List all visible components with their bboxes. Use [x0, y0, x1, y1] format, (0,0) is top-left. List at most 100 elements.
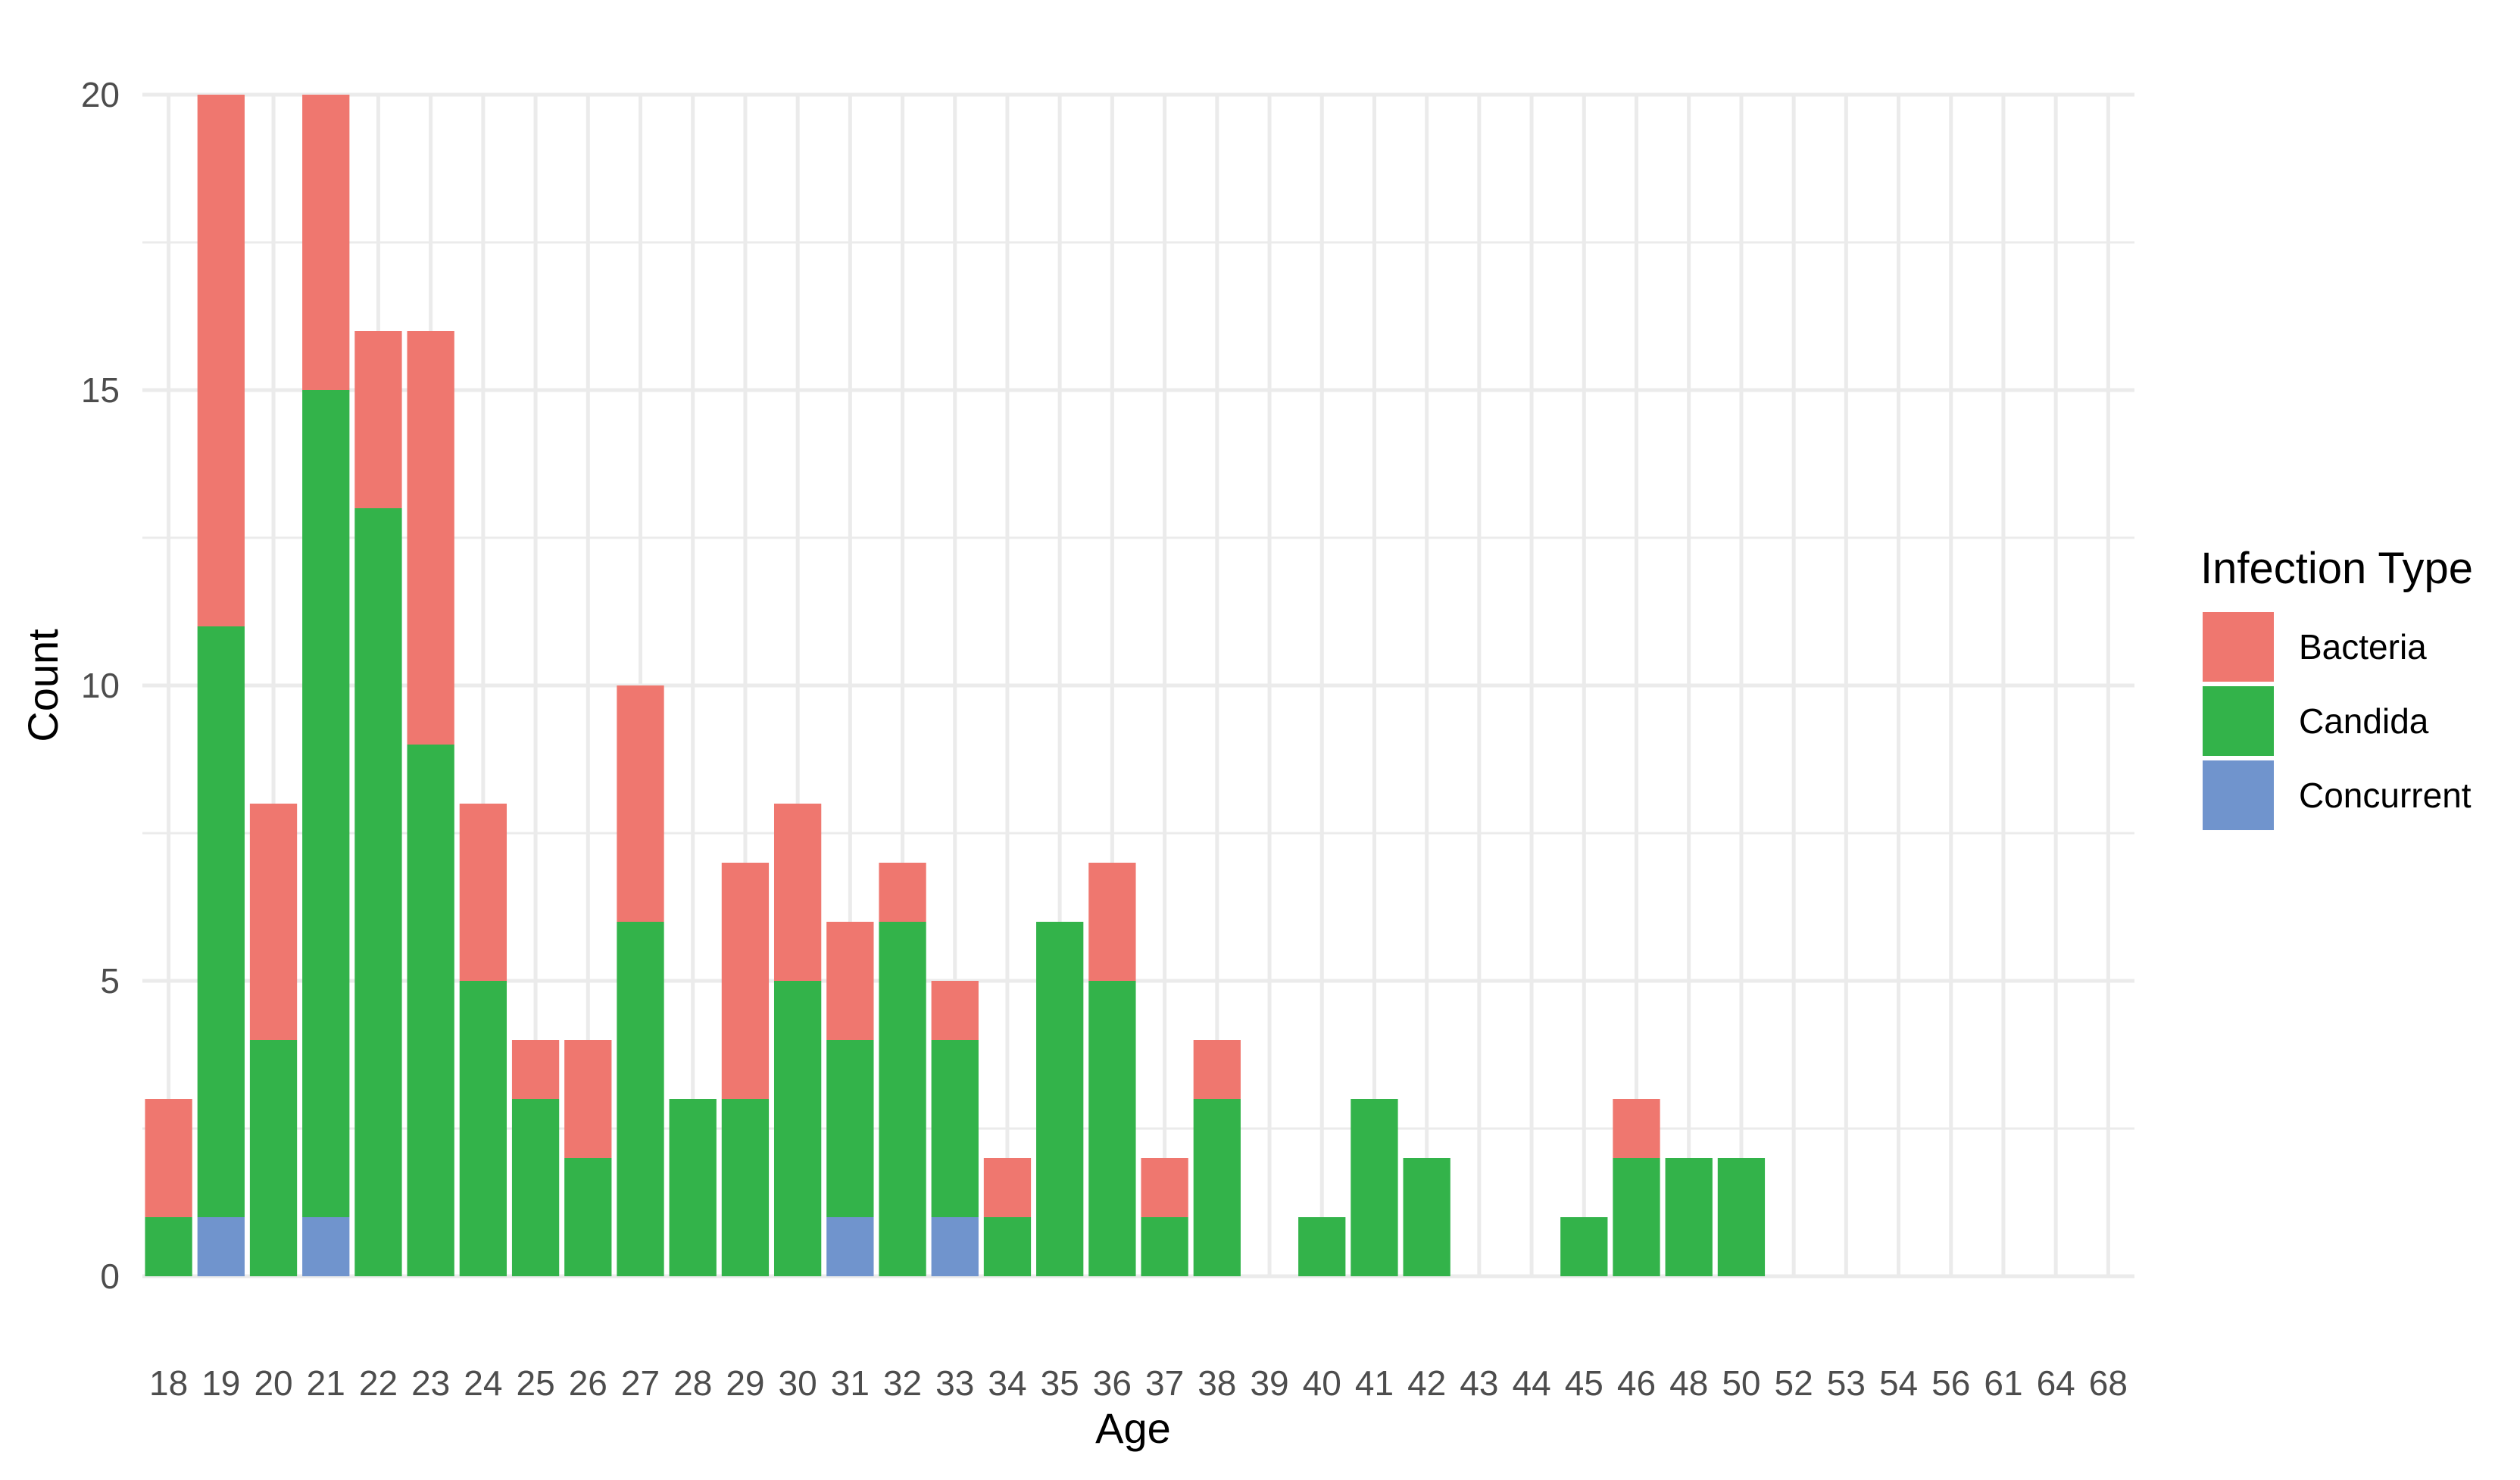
x-tick-label: 37: [1145, 1363, 1184, 1403]
bar-candida-19: [197, 626, 245, 1217]
x-tick-label: 30: [779, 1363, 817, 1403]
x-axis-title: Age: [1095, 1404, 1171, 1452]
y-tick-label: 20: [81, 75, 120, 114]
bar-candida-41: [1351, 1099, 1398, 1276]
bar-candida-38: [1193, 1099, 1241, 1276]
x-tick-label: 23: [411, 1363, 450, 1403]
legend-swatch-concurrent: [2203, 760, 2274, 830]
bar-bacteria-21: [302, 95, 350, 390]
bar-candida-46: [1613, 1158, 1660, 1276]
x-tick-label: 39: [1250, 1363, 1288, 1403]
bar-bacteria-29: [721, 863, 770, 1099]
x-tick-label: 19: [201, 1363, 240, 1403]
x-tick-label: 52: [1775, 1363, 1813, 1403]
bar-candida-30: [773, 981, 822, 1276]
x-tick-label: 68: [2089, 1363, 2128, 1403]
bar-candida-50: [1717, 1158, 1766, 1276]
bar-candida-26: [564, 1158, 612, 1276]
legend-swatch-candida: [2203, 686, 2274, 756]
bar-bacteria-22: [354, 331, 402, 508]
bar-bacteria-26: [564, 1040, 612, 1158]
x-tick-label: 40: [1303, 1363, 1341, 1403]
bar-candida-31: [826, 1040, 874, 1217]
bar-bacteria-33: [931, 981, 979, 1040]
bar-concurrent-33: [931, 1217, 979, 1276]
legend-label-bacteria: Bacteria: [2299, 627, 2427, 667]
bar-concurrent-31: [826, 1217, 874, 1276]
x-tick-labels: 18 19 20 21 22 23 24 25 26 27 28 29 30 31 32 33 34 35 36 37…: [149, 1363, 2128, 1403]
bar-bacteria-34: [983, 1158, 1032, 1217]
bar-candida-29: [721, 1099, 770, 1276]
bar-bacteria-31: [826, 922, 874, 1040]
x-tick-label: 45: [1565, 1363, 1603, 1403]
bar-bacteria-27: [617, 685, 664, 922]
x-tick-label: 44: [1512, 1363, 1550, 1403]
x-tick-label: 64: [2037, 1363, 2075, 1403]
bar-candida-25: [511, 1099, 560, 1276]
x-tick-label: 28: [673, 1363, 712, 1403]
bar-candida-22: [354, 508, 402, 1276]
x-tick-label: 42: [1407, 1363, 1446, 1403]
legend-title: Infection Type: [2200, 544, 2473, 593]
bar-candida-33: [931, 1040, 979, 1217]
bar-candida-32: [879, 922, 926, 1276]
bar-candida-20: [249, 1040, 298, 1276]
bar-candida-34: [983, 1217, 1032, 1276]
bar-bacteria-24: [459, 804, 507, 981]
bars: [145, 95, 1766, 1276]
bar-bacteria-36: [1088, 863, 1136, 981]
x-tick-label: 43: [1460, 1363, 1498, 1403]
x-tick-label: 35: [1041, 1363, 1079, 1403]
bar-candida-48: [1665, 1158, 1713, 1276]
bar-candida-18: [145, 1217, 192, 1276]
bar-bacteria-38: [1193, 1040, 1241, 1099]
x-tick-label: 18: [149, 1363, 188, 1403]
y-axis-title: Count: [19, 629, 67, 742]
x-tick-label: 33: [935, 1363, 974, 1403]
x-tick-label: 61: [1984, 1363, 2022, 1403]
x-tick-label: 36: [1093, 1363, 1132, 1403]
x-tick-label: 24: [464, 1363, 502, 1403]
x-tick-label: 46: [1617, 1363, 1656, 1403]
bar-candida-42: [1403, 1158, 1450, 1276]
x-tick-label: 38: [1198, 1363, 1236, 1403]
x-tick-label: 50: [1722, 1363, 1760, 1403]
bar-bacteria-19: [197, 95, 245, 626]
bar-concurrent-19: [197, 1217, 245, 1276]
bar-candida-28: [669, 1099, 717, 1276]
y-tick-label: 10: [81, 666, 120, 705]
bar-candida-23: [407, 745, 454, 1276]
x-tick-label: 41: [1355, 1363, 1394, 1403]
x-tick-label: 54: [1879, 1363, 1918, 1403]
bar-candida-36: [1088, 981, 1136, 1276]
legend-label-candida: Candida: [2299, 701, 2429, 741]
y-tick-label: 15: [81, 370, 120, 410]
bar-bacteria-23: [407, 331, 454, 745]
x-tick-label: 34: [988, 1363, 1026, 1403]
bar-concurrent-21: [302, 1217, 350, 1276]
bar-bacteria-37: [1141, 1158, 1188, 1217]
bar-bacteria-18: [145, 1099, 192, 1217]
x-tick-label: 26: [569, 1363, 607, 1403]
bar-bacteria-46: [1613, 1099, 1660, 1158]
x-tick-label: 32: [883, 1363, 922, 1403]
bar-candida-27: [617, 922, 664, 1276]
x-tick-label: 53: [1827, 1363, 1866, 1403]
bar-bacteria-20: [249, 804, 298, 1040]
bar-candida-40: [1298, 1217, 1346, 1276]
bar-candida-45: [1560, 1217, 1608, 1276]
x-tick-label: 20: [254, 1363, 292, 1403]
y-tick-labels: 0 5 10 15 20: [81, 75, 120, 1296]
bar-bacteria-25: [511, 1040, 560, 1099]
y-tick-label: 5: [100, 961, 120, 1001]
legend-label-concurrent: Concurrent: [2299, 776, 2472, 815]
legend-swatch-bacteria: [2203, 612, 2274, 682]
x-tick-label: 27: [621, 1363, 660, 1403]
x-tick-label: 21: [307, 1363, 345, 1403]
x-tick-label: 48: [1669, 1363, 1708, 1403]
bar-bacteria-30: [773, 804, 822, 981]
bar-candida-21: [302, 390, 350, 1217]
x-tick-label: 29: [726, 1363, 764, 1403]
x-tick-label: 56: [1931, 1363, 1970, 1403]
